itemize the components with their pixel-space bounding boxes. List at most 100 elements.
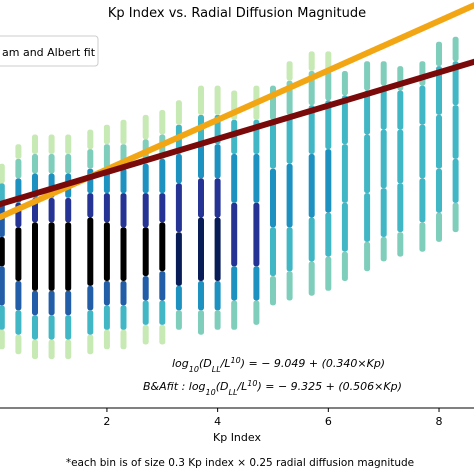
density-bin xyxy=(325,149,332,213)
density-bin xyxy=(198,310,204,335)
density-bin xyxy=(341,71,348,96)
density-bin xyxy=(286,61,293,81)
density-bin xyxy=(87,129,94,150)
density-bin xyxy=(120,329,127,350)
density-bin xyxy=(308,51,315,71)
density-bin xyxy=(65,222,72,291)
density-bin xyxy=(308,154,315,218)
density-bin xyxy=(452,105,459,159)
density-bin xyxy=(397,232,404,257)
density-bin xyxy=(253,154,260,203)
density-bin xyxy=(436,168,442,213)
density-bin xyxy=(308,105,315,154)
density-bin xyxy=(452,61,459,106)
density-bin xyxy=(364,90,371,135)
density-bin xyxy=(286,227,293,272)
x-tick-label: 6 xyxy=(325,415,332,428)
density-bin xyxy=(419,61,426,86)
density-bin xyxy=(32,222,38,291)
density-bin xyxy=(87,310,94,335)
density-bin xyxy=(159,193,166,223)
density-bin xyxy=(198,144,204,179)
density-bin xyxy=(308,217,315,262)
density-bin xyxy=(65,339,72,360)
density-bin xyxy=(214,178,221,218)
density-bin xyxy=(253,266,260,301)
density-bin xyxy=(380,129,387,189)
density-bin xyxy=(0,202,5,237)
density-bin xyxy=(87,334,94,355)
density-bin xyxy=(15,281,22,311)
density-bin xyxy=(120,281,127,306)
x-tick-label: 4 xyxy=(214,415,221,428)
density-bin xyxy=(231,266,238,301)
density-bin xyxy=(308,261,315,296)
density-bin xyxy=(270,168,276,228)
density-bin xyxy=(325,51,332,71)
bin-size-footnote: *each bin is of size 0.3 Kp index × 0.25… xyxy=(66,457,414,469)
density-bin xyxy=(325,212,332,257)
density-bin xyxy=(270,119,276,169)
ba-fit-equation: B&Afit : log10(DLL/L10) = − 9.325 + (0.5… xyxy=(143,379,402,397)
density-bin xyxy=(15,310,22,335)
legend-entry-fit: am and Albert fit xyxy=(2,46,96,59)
density-bin xyxy=(436,212,442,242)
density-bin xyxy=(159,110,166,135)
density-bin xyxy=(87,285,94,311)
density-bin xyxy=(0,305,5,330)
x-axis-label: Kp Index xyxy=(213,431,261,444)
density-bin xyxy=(48,290,55,316)
density-bin xyxy=(341,95,348,145)
density-bin xyxy=(214,144,221,179)
density-bin xyxy=(0,266,5,306)
density-bin xyxy=(0,329,5,350)
density-bin xyxy=(380,61,387,86)
density-bin xyxy=(65,134,72,154)
density-bin xyxy=(48,339,55,360)
density-bin xyxy=(452,36,459,62)
density-bins xyxy=(0,36,459,360)
density-bin xyxy=(142,163,149,194)
density-bin xyxy=(103,144,110,169)
density-bin xyxy=(142,276,149,301)
density-bin xyxy=(120,193,127,228)
density-bin xyxy=(175,310,182,330)
density-bin xyxy=(380,188,387,237)
density-bin xyxy=(452,202,459,233)
density-bin xyxy=(270,227,276,277)
density-bin xyxy=(419,222,426,252)
density-bin xyxy=(32,154,38,174)
density-bin xyxy=(253,202,260,267)
x-ticks: 2 4 6 8 xyxy=(103,408,443,428)
density-bin xyxy=(253,300,260,325)
density-bin xyxy=(120,168,127,194)
density-bin xyxy=(214,310,221,330)
density-bin xyxy=(175,154,182,184)
density-bin xyxy=(103,124,110,145)
density-bin xyxy=(175,183,182,233)
fit-line-series xyxy=(0,58,474,208)
density-bin xyxy=(397,183,404,233)
density-bin xyxy=(87,217,94,286)
density-bin xyxy=(214,217,221,281)
density-bin xyxy=(103,329,110,350)
density-bin xyxy=(159,325,166,345)
chart-title: Kp Index vs. Radial Diffusion Magnitude xyxy=(108,6,366,21)
legend: am and Albert fit xyxy=(0,35,99,67)
density-bin xyxy=(103,193,110,223)
density-bin xyxy=(397,129,404,184)
density-bin xyxy=(32,134,38,154)
x-tick-label: 8 xyxy=(436,415,443,428)
density-bin xyxy=(419,85,426,125)
density-bin xyxy=(48,154,55,174)
density-bin xyxy=(48,315,55,340)
density-bin xyxy=(436,114,442,169)
density-bin xyxy=(120,227,127,281)
density-bin xyxy=(436,66,442,115)
density-bin xyxy=(142,193,149,228)
density-bin xyxy=(198,85,204,115)
density-bin xyxy=(325,71,332,101)
density-bin xyxy=(364,241,371,272)
density-bin xyxy=(32,290,38,316)
